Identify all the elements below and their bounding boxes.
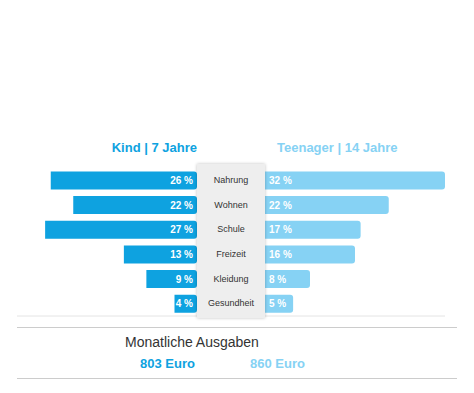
html-text:Freizeit: Freizeit [216, 249, 246, 259]
svg-text:22 %: 22 % [269, 200, 292, 211]
html-text:Schule: Schule [217, 224, 245, 235]
html-text:Kleidung: Kleidung [213, 273, 249, 284]
html-text:Kind | 7 Jahre: Kind | 7 Jahre [111, 140, 197, 155]
svg-text:4 %: 4 % [176, 298, 193, 309]
svg-text:22 %: 22 % [170, 200, 193, 211]
svg-text:26 %: 26 % [170, 175, 193, 186]
html-text:Gesundheit: Gesundheit [208, 298, 254, 309]
html-text:Wohnen: Wohnen [214, 199, 248, 210]
html-text:Nahrung: Nahrung [213, 175, 249, 185]
svg-text:32 %: 32 % [269, 175, 292, 186]
html-text:860 Euro: 860 Euro [250, 356, 305, 371]
html-text:803 Euro: 803 Euro [140, 356, 195, 371]
svg-text:5 %: 5 % [269, 298, 286, 309]
svg-text:9 %: 9 % [176, 274, 193, 285]
html-text:Teenager | 14 Jahre: Teenager | 14 Jahre [277, 140, 398, 155]
svg-text:8 %: 8 % [269, 274, 286, 285]
svg-text:16 %: 16 % [269, 249, 292, 260]
svg-text:13 %: 13 % [170, 249, 193, 260]
svg-text:27 %: 27 % [170, 224, 193, 235]
svg-text:17 %: 17 % [269, 224, 292, 235]
html-text:Monatliche Ausgaben: Monatliche Ausgaben [125, 334, 259, 350]
